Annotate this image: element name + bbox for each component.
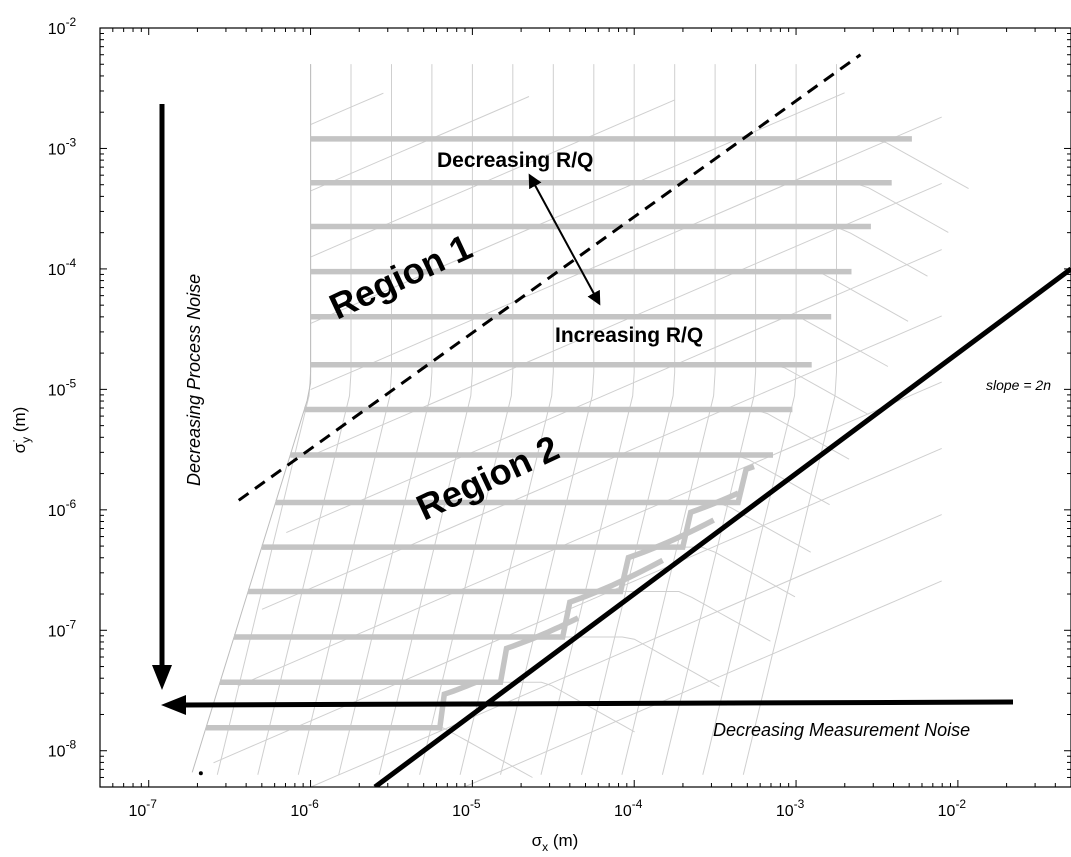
y-tick-label: 10-4 xyxy=(48,256,77,279)
measurement-noise-label: Decreasing Measurement Noise xyxy=(713,720,970,740)
mesh-line xyxy=(338,64,433,775)
process-noise-label: Decreasing Process Noise xyxy=(184,274,204,486)
mesh-line xyxy=(286,249,942,534)
mesh-line xyxy=(742,64,837,775)
y-axis-title: σ·y (m) xyxy=(6,407,33,454)
measurement-noise-arrow xyxy=(181,699,1014,708)
measurement-noise-arrowhead xyxy=(161,695,186,715)
mesh-boundary xyxy=(191,64,312,773)
y-tick-label: 10-3 xyxy=(48,135,77,158)
mesh-line xyxy=(304,409,850,460)
x-tick-label: 10-5 xyxy=(452,797,481,820)
mesh-line xyxy=(220,681,635,733)
mesh-line xyxy=(463,580,942,787)
mesh-line xyxy=(234,636,720,688)
mesh-line xyxy=(213,447,942,764)
x-tick-label: 10-4 xyxy=(614,797,643,820)
x-tick-label: 10-2 xyxy=(938,797,967,820)
decreasing-rq-label: Decreasing R/Q xyxy=(437,149,593,172)
mesh-start-point xyxy=(198,771,203,776)
x-tick-label: 10-3 xyxy=(776,797,805,820)
mesh-line xyxy=(702,64,797,775)
mesh-line xyxy=(206,727,533,778)
slope-2n-line xyxy=(373,266,1071,787)
noise-sweep-line xyxy=(220,615,580,686)
y-tick-label: 10-7 xyxy=(48,617,77,640)
y-tick-label: 10-2 xyxy=(48,15,77,38)
x-tick-label: 10-7 xyxy=(128,797,157,820)
y-tick-label: 10-5 xyxy=(48,376,77,399)
rq-double-arrow xyxy=(528,173,601,306)
mesh-line xyxy=(257,64,352,775)
noise-sweep-line xyxy=(248,517,715,595)
mesh-line xyxy=(581,64,676,775)
mesh-line xyxy=(261,315,942,610)
noise-sweep-lines xyxy=(206,136,912,731)
mesh-line xyxy=(310,99,675,258)
noise-sweep-line xyxy=(206,679,477,731)
region-2-label: Region 2 xyxy=(410,427,565,528)
process-noise-arrowhead xyxy=(152,665,172,690)
mesh-line xyxy=(661,64,757,775)
mesh-line xyxy=(310,92,384,126)
x-tick-label: 10-6 xyxy=(290,797,319,820)
mesh-line xyxy=(310,96,530,192)
y-tick-label: 10-8 xyxy=(48,738,77,761)
region-1-label: Region 1 xyxy=(323,226,478,327)
mesh-line xyxy=(297,64,392,775)
x-axis-title: σx (m) xyxy=(532,831,579,854)
increasing-rq-label: Increasing R/Q xyxy=(555,324,703,347)
mesh-line xyxy=(309,514,942,787)
noise-sweep-line xyxy=(275,463,755,506)
reference-lines xyxy=(198,53,1071,787)
axis-ticks: 10-7 10-6 10-5 10-4 10-3 10-2 10-8 10-7 10-6 10-5… xyxy=(48,15,1071,820)
mesh-line xyxy=(248,591,771,642)
noise-sweep-line xyxy=(234,557,664,640)
mesh-line xyxy=(237,381,942,687)
mesh-line xyxy=(216,64,312,775)
slope-label: slope = 2n xyxy=(986,377,1051,393)
y-tick-label: 10-6 xyxy=(48,497,77,520)
